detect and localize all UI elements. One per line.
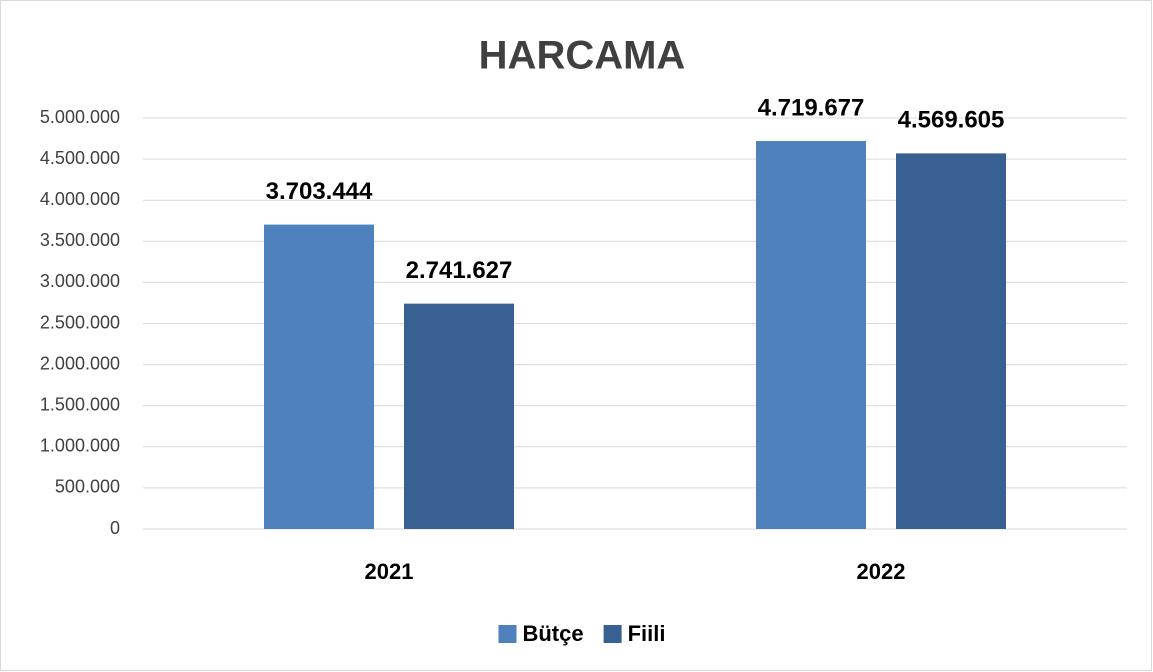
legend-label: Fiili [628, 621, 666, 646]
legend-label: Bütçe [522, 621, 583, 646]
y-tick-label: 2.000.000 [40, 353, 120, 373]
y-tick-label: 1.000.000 [40, 436, 120, 456]
y-tick-label: 2.500.000 [40, 312, 120, 332]
bar [896, 153, 1006, 529]
bar [264, 224, 374, 529]
value-label: 4.569.605 [898, 107, 1005, 134]
legend-swatch [498, 625, 517, 643]
y-tick-label: 3.000.000 [40, 271, 120, 291]
value-label: 2.741.627 [406, 257, 513, 284]
value-label: 4.719.677 [758, 94, 865, 121]
y-tick-label: 3.500.000 [40, 230, 120, 250]
y-tick-label: 500.000 [55, 477, 120, 497]
x-tick-label: 2021 [365, 559, 414, 584]
bar [756, 141, 866, 530]
y-tick-label: 4.500.000 [40, 148, 120, 168]
legend-swatch [603, 625, 622, 643]
bar [404, 303, 514, 529]
y-tick-label: 0 [110, 518, 120, 538]
y-tick-label: 1.500.000 [40, 394, 120, 414]
x-tick-label: 2022 [857, 559, 906, 584]
y-tick-label: 4.000.000 [40, 189, 120, 209]
y-tick-label: 5.000.000 [40, 107, 120, 127]
value-label: 3.703.444 [266, 178, 373, 205]
chart-title: HARCAMA [479, 34, 686, 78]
